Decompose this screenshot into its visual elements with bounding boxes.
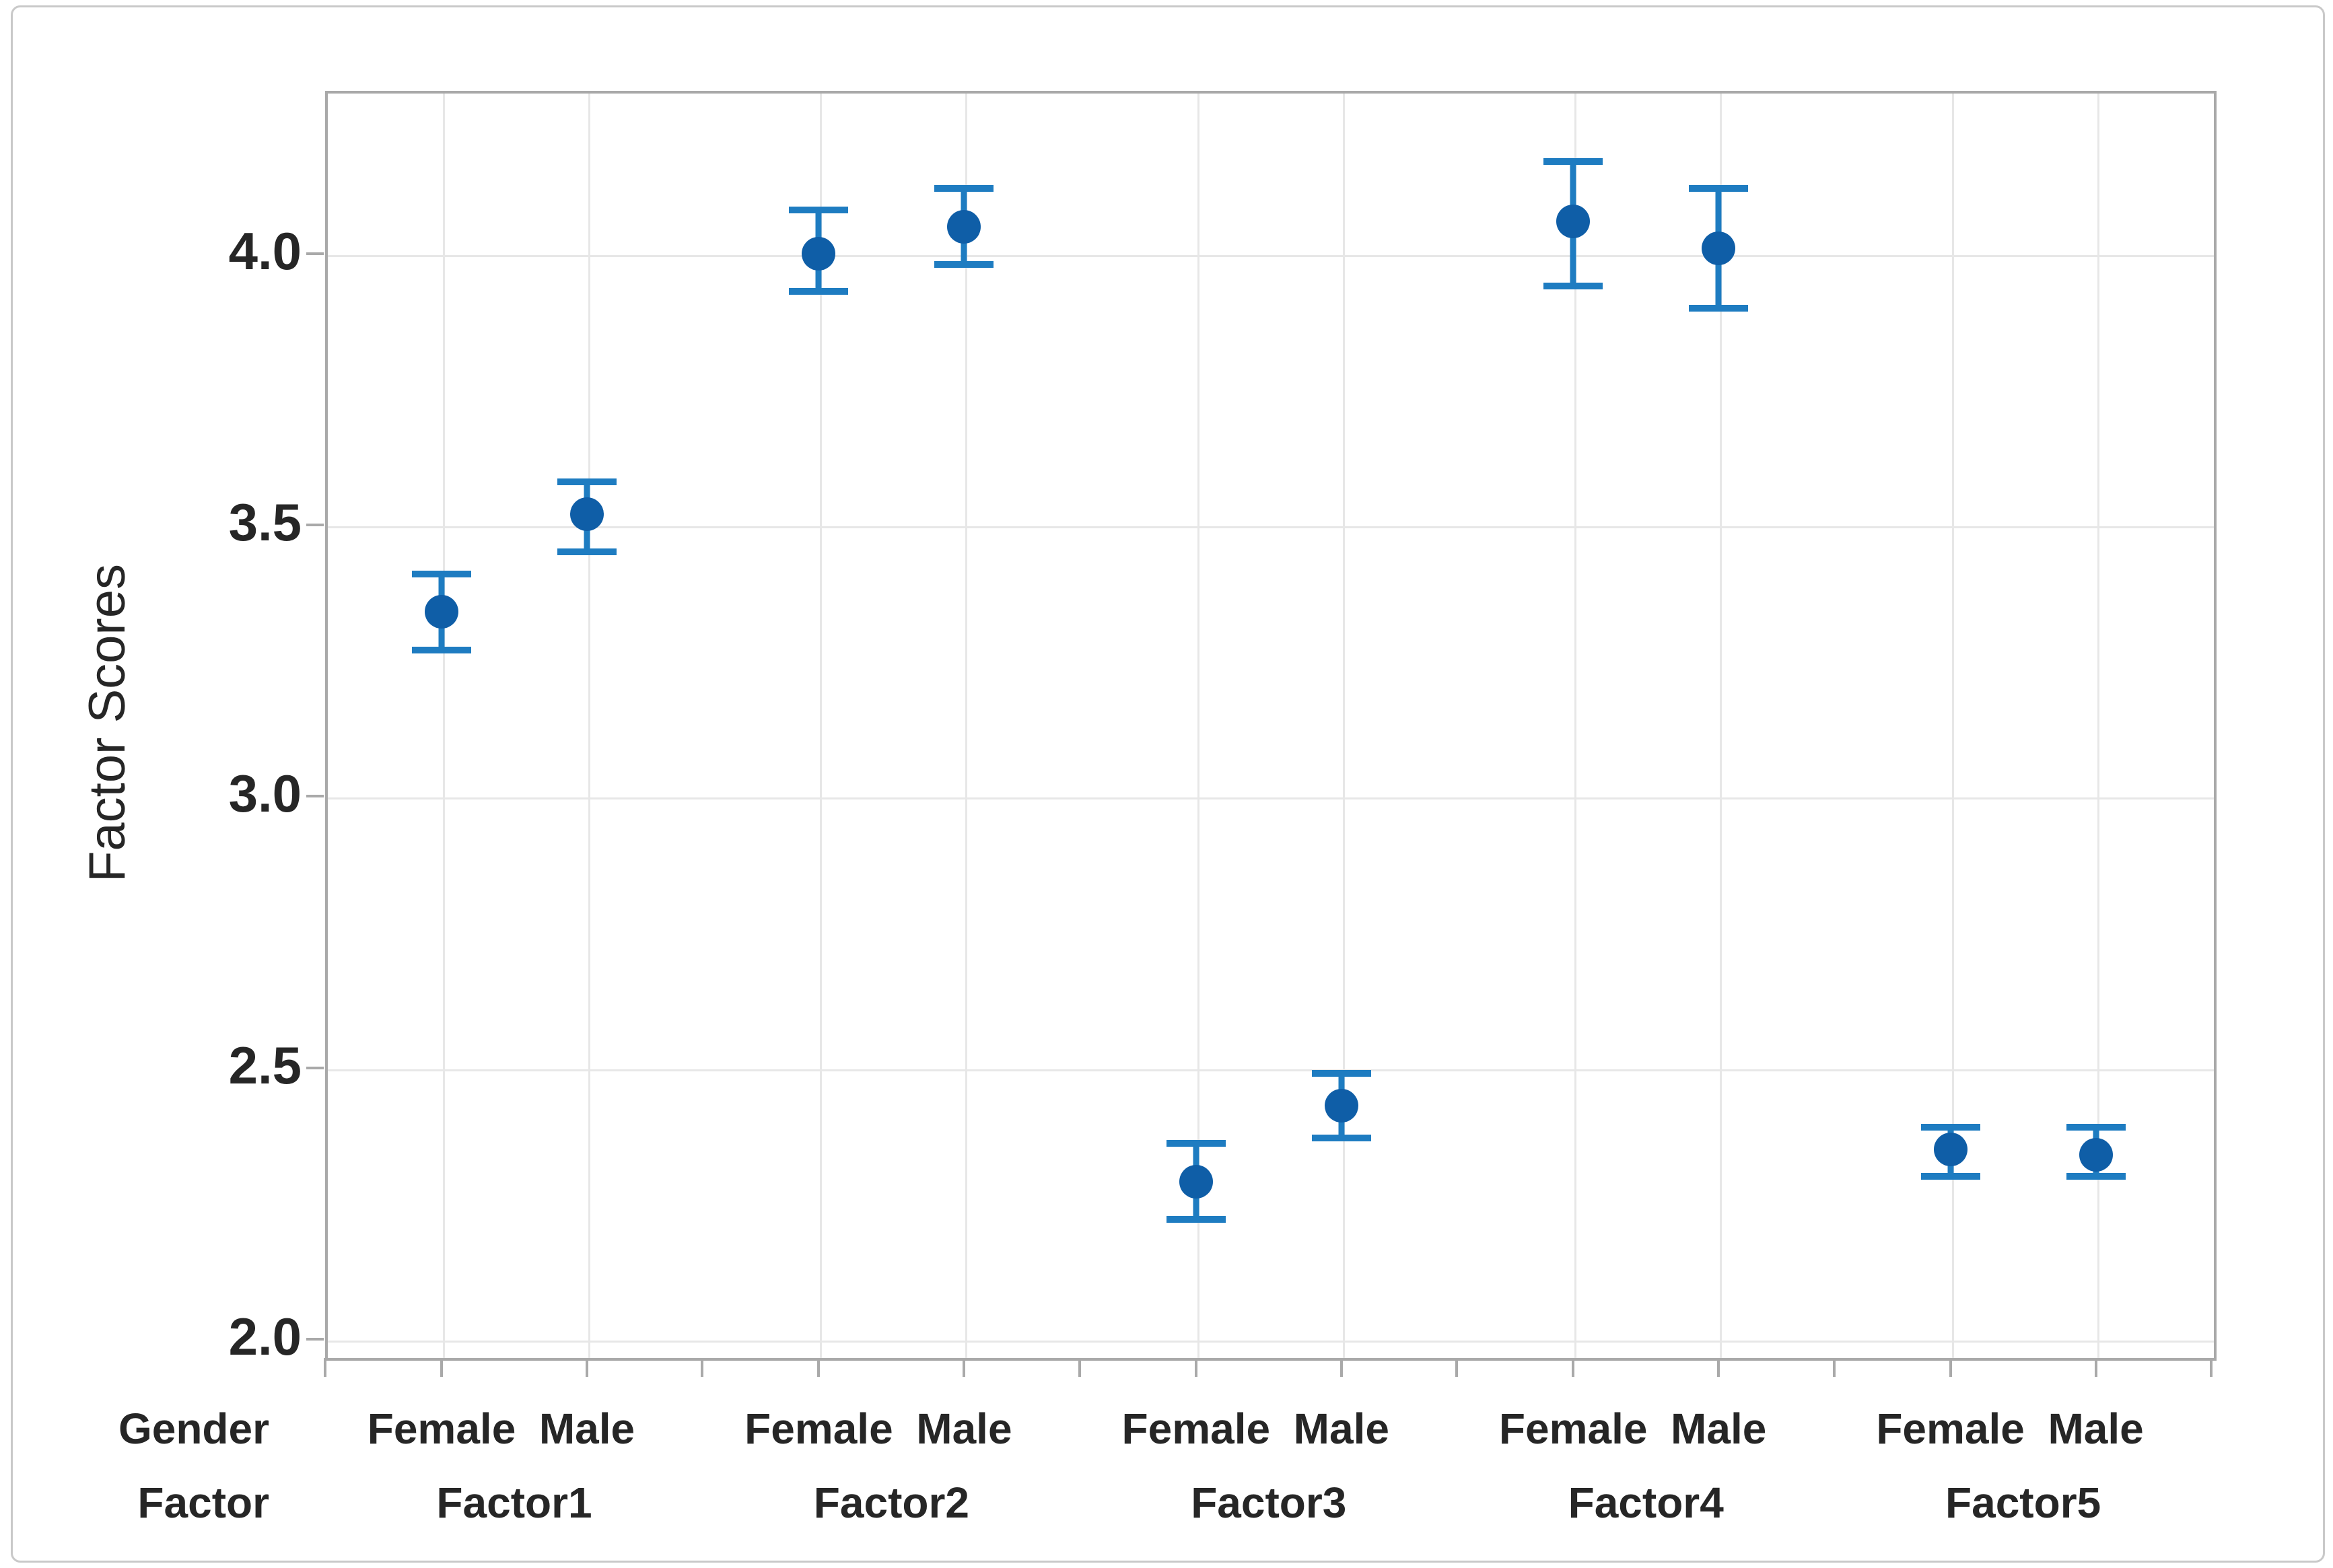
- x-factor-label: Factor2: [813, 1478, 969, 1527]
- v-gridline: [965, 94, 968, 1358]
- plot-area: [325, 91, 2217, 1361]
- interval-cap-bottom: [1920, 1172, 1980, 1180]
- x-axis-tick: [1339, 1358, 1343, 1377]
- mean-dot: [1933, 1132, 1968, 1166]
- x-axis-tick: [1717, 1358, 1720, 1377]
- interval-cap-bottom: [789, 288, 849, 295]
- x-gender-label: Female: [744, 1404, 893, 1453]
- interval-cap-top: [1543, 157, 1603, 165]
- mean-dot: [570, 497, 604, 532]
- interval-cap-top: [1689, 185, 1749, 192]
- y-axis-tick: [306, 1066, 324, 1069]
- x-axis-tick: [1194, 1358, 1197, 1377]
- interval-cap-top: [1166, 1140, 1226, 1147]
- x-gender-label: Male: [538, 1404, 635, 1453]
- h-gridline: [328, 254, 2214, 257]
- x-gender-label: Male: [2048, 1404, 2144, 1453]
- x-gender-label: Male: [1293, 1404, 1389, 1453]
- interval-cap-bottom: [1166, 1216, 1226, 1223]
- mean-dot: [1556, 204, 1591, 238]
- y-tick-label: 3.5: [228, 493, 302, 553]
- x-gender-label: Female: [1121, 1404, 1271, 1453]
- v-gridline: [820, 94, 823, 1358]
- y-axis-tick: [306, 1337, 324, 1341]
- v-gridline: [1951, 94, 1954, 1358]
- y-axis-tick: [306, 524, 324, 527]
- x-axis-tick: [1572, 1358, 1575, 1377]
- h-gridline: [328, 1340, 2214, 1343]
- v-gridline: [1574, 94, 1577, 1358]
- x-axis-tick: [1949, 1358, 1952, 1377]
- interval-cap-top: [1311, 1069, 1371, 1077]
- x-factor-label: Factor3: [1191, 1478, 1347, 1527]
- x-axis-tick: [817, 1358, 821, 1377]
- interval-cap-bottom: [1689, 304, 1749, 312]
- interval-cap-top: [2066, 1124, 2126, 1131]
- y-tick-label: 2.5: [228, 1035, 302, 1095]
- x-axis-boundary-tick: [1832, 1358, 1836, 1377]
- v-gridline: [1342, 94, 1345, 1358]
- mean-dot: [425, 595, 458, 629]
- interval-cap-bottom: [934, 261, 994, 269]
- x-gender-label: Male: [1671, 1404, 1767, 1453]
- v-gridline: [1197, 94, 1199, 1358]
- interval-cap-bottom: [557, 548, 617, 556]
- x-gender-label: Male: [916, 1404, 1012, 1453]
- v-gridline: [2097, 94, 2099, 1358]
- y-axis-tick: [306, 252, 324, 255]
- interval-cap-top: [557, 478, 617, 485]
- interval-cap-bottom: [1311, 1135, 1371, 1142]
- mean-dot: [1179, 1164, 1213, 1199]
- x-gender-label: Female: [1498, 1404, 1648, 1453]
- x-axis-boundary-tick: [324, 1358, 326, 1377]
- interval-cap-bottom: [1543, 283, 1603, 290]
- x-axis-row-label-gender: Gender: [118, 1404, 269, 1453]
- mean-dot: [2079, 1137, 2113, 1172]
- mean-dot: [1324, 1089, 1358, 1123]
- y-axis-tick: [306, 795, 324, 798]
- h-gridline: [328, 526, 2214, 529]
- v-gridline: [1720, 94, 1722, 1358]
- interval-cap-bottom: [412, 646, 471, 653]
- x-axis-boundary-tick: [1455, 1358, 1459, 1377]
- x-axis-tick: [586, 1358, 588, 1377]
- mean-dot: [947, 209, 981, 244]
- x-gender-label: Female: [367, 1404, 516, 1453]
- interval-cap-top: [412, 570, 471, 577]
- x-axis-boundary-tick: [2210, 1358, 2213, 1377]
- x-factor-label: Factor1: [436, 1478, 592, 1527]
- x-factor-label: Factor4: [1568, 1478, 1724, 1527]
- x-axis-row-label-factor: Factor: [137, 1478, 269, 1527]
- h-gridline: [328, 797, 2214, 800]
- interval-cap-bottom: [2066, 1172, 2126, 1180]
- v-gridline: [588, 94, 590, 1358]
- x-axis-boundary-tick: [701, 1358, 704, 1377]
- x-axis-tick: [963, 1358, 966, 1377]
- mean-dot: [802, 236, 836, 271]
- y-tick-label: 2.0: [228, 1306, 302, 1366]
- y-tick-label: 3.0: [228, 764, 302, 824]
- v-gridline: [443, 94, 445, 1358]
- interval-cap-top: [1920, 1124, 1980, 1131]
- x-factor-label: Factor5: [1945, 1478, 2101, 1527]
- interval-cap-top: [789, 207, 849, 214]
- mean-dot: [1702, 231, 1736, 265]
- y-tick-label: 4.0: [228, 221, 302, 281]
- x-axis-boundary-tick: [1078, 1358, 1081, 1377]
- x-axis-tick: [2094, 1358, 2097, 1377]
- y-axis-title: Factor Scores: [79, 564, 136, 883]
- x-axis-tick: [440, 1358, 443, 1377]
- interval-cap-top: [934, 185, 994, 192]
- h-gridline: [328, 1069, 2214, 1071]
- x-gender-label: Female: [1876, 1404, 2025, 1453]
